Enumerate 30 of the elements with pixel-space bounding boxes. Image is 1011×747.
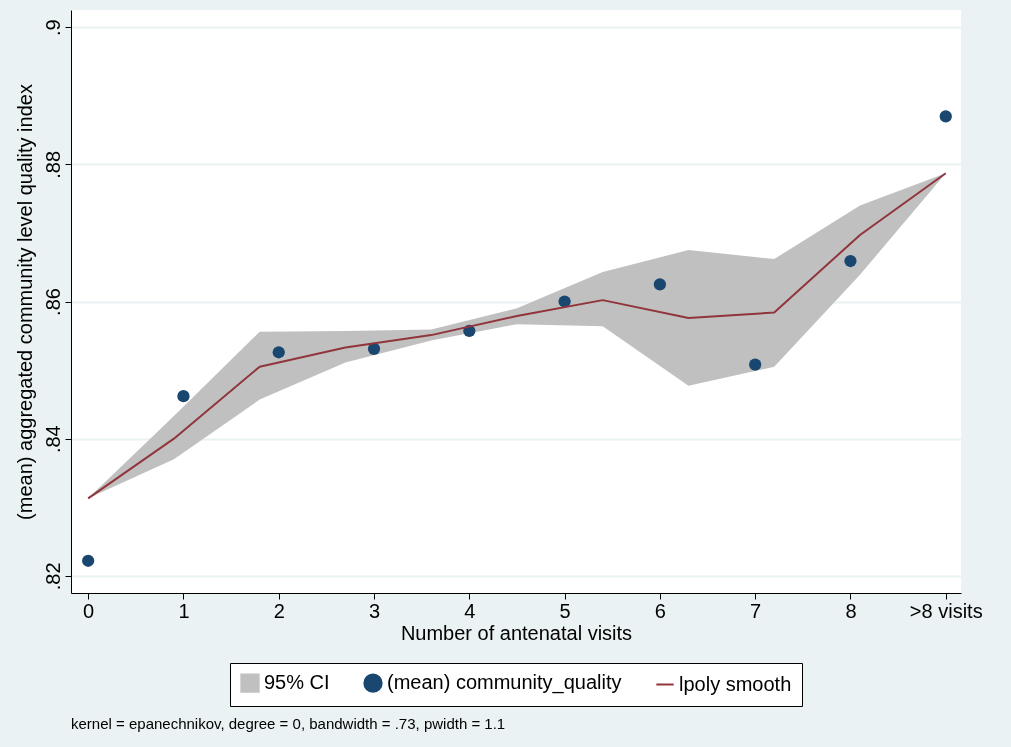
y-tick-label: .9 <box>41 19 64 36</box>
x-axis-title: Number of antenatal visits <box>400 621 633 644</box>
y-axis-title: (mean) aggregated community level quality index <box>13 84 36 520</box>
x-tick-label: 6 <box>654 599 666 622</box>
point <box>558 295 571 308</box>
text: kernel = epanechnikov, degree = 0, bandwidth = .73, pwidth = 1.1 <box>71 714 506 732</box>
x-tick-label: 1 <box>178 599 190 622</box>
point <box>82 554 95 567</box>
y-tick-label: .86 <box>41 288 64 316</box>
point <box>177 390 190 403</box>
x-tick-label: 4 <box>464 599 476 622</box>
y-tick-label: .88 <box>41 150 64 179</box>
x-tick-label: 7 <box>750 599 762 622</box>
legend-label: 95% CI <box>264 671 330 694</box>
y-tick-label: .84 <box>41 425 64 454</box>
y-tick-label: .82 <box>41 562 64 591</box>
legend-label: lpoly smooth <box>679 672 792 695</box>
point <box>367 342 381 355</box>
x-tick-label: 5 <box>559 599 571 622</box>
point <box>939 110 952 123</box>
point <box>653 278 667 291</box>
x-tick-label: 0 <box>83 599 95 622</box>
x-tick-label: 2 <box>273 599 285 622</box>
point <box>844 254 857 268</box>
x-tick-label: 8 <box>845 599 857 622</box>
x-tick-label: >8 visits <box>909 599 983 622</box>
x-tick-label: 3 <box>368 599 381 622</box>
point <box>272 346 285 359</box>
point <box>749 358 762 371</box>
legend-label: (mean) community_quality <box>387 671 622 695</box>
